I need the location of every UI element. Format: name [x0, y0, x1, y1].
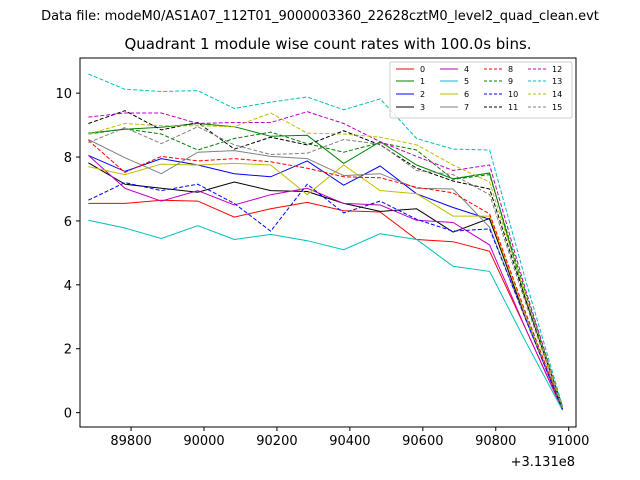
y-tick-label: 2	[64, 343, 72, 358]
series-line-15	[88, 126, 563, 409]
x-axis: 89800 90000 90200 90400 90600 90800 91000	[110, 427, 589, 449]
series-line-13	[88, 73, 563, 407]
x-tick-label: 90000	[183, 434, 224, 449]
y-tick-label: 0	[64, 407, 72, 422]
y-tick-label: 8	[64, 151, 72, 166]
x-tick-label: 89800	[110, 434, 151, 449]
series-lines	[88, 73, 563, 411]
series-line-8	[88, 140, 563, 409]
series-line-1	[88, 122, 563, 408]
series-line-12	[88, 111, 563, 408]
legend-label-15: 15	[552, 103, 562, 112]
x-tick-label: 90600	[402, 434, 443, 449]
x-offset-label: +3.131e8	[511, 455, 575, 470]
legend-label-0: 0	[420, 65, 425, 74]
series-line-9	[88, 128, 563, 408]
chart-title: Quadrant 1 module wise count rates with …	[124, 35, 531, 53]
y-tick-label: 4	[64, 279, 72, 294]
legend-label-8: 8	[508, 65, 513, 74]
series-line-0	[88, 199, 563, 411]
series-line-4	[88, 155, 563, 410]
legend-label-12: 12	[552, 65, 562, 74]
series-line-6	[88, 162, 563, 410]
legend-label-1: 1	[420, 77, 425, 86]
legend-label-6: 6	[464, 90, 469, 99]
legend-label-11: 11	[508, 103, 518, 112]
legend-label-14: 14	[552, 90, 562, 99]
legend-label-3: 3	[420, 103, 425, 112]
legend-box	[389, 61, 573, 119]
series-line-14	[88, 112, 563, 408]
legend-label-4: 4	[464, 65, 469, 74]
data-file-label: Data file: modeM0/AS1A07_112T01_90000033…	[41, 9, 599, 24]
legend-label-10: 10	[508, 90, 518, 99]
series-line-5	[88, 219, 563, 411]
series-line-10	[88, 182, 563, 410]
legend-label-5: 5	[464, 77, 469, 86]
x-tick-label: 90400	[329, 434, 370, 449]
y-tick-label: 10	[55, 87, 72, 102]
legend-label-7: 7	[464, 103, 469, 112]
series-line-11	[88, 110, 563, 408]
x-tick-label: 91000	[548, 434, 589, 449]
series-line-7	[88, 139, 563, 409]
y-tick-label: 6	[64, 215, 72, 230]
x-tick-label: 90800	[475, 434, 516, 449]
legend-label-13: 13	[552, 77, 562, 86]
x-tick-label: 90200	[256, 434, 297, 449]
y-axis: 0 2 4 6 8 10	[55, 87, 80, 422]
series-line-2	[88, 154, 563, 409]
legend-label-2: 2	[420, 90, 425, 99]
axes-frame	[79, 57, 577, 428]
legend-label-9: 9	[508, 77, 513, 86]
